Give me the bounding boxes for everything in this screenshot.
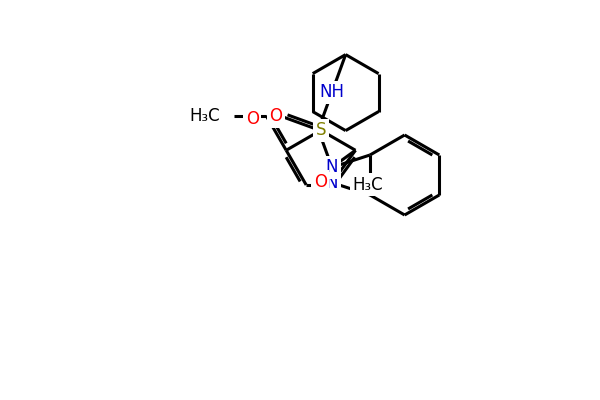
Text: NH: NH	[319, 83, 344, 101]
Text: O: O	[314, 173, 326, 191]
Text: N: N	[326, 174, 338, 192]
Text: O: O	[269, 107, 282, 125]
Text: H₃C: H₃C	[352, 176, 383, 194]
Text: S: S	[316, 121, 326, 139]
Text: H₃C: H₃C	[190, 107, 220, 125]
Text: O: O	[245, 110, 259, 128]
Text: N: N	[326, 158, 338, 176]
